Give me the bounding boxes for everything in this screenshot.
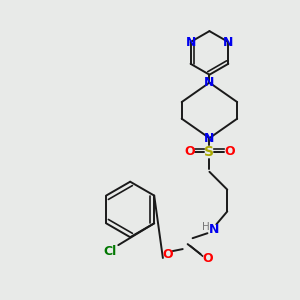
Text: N: N [185, 35, 196, 49]
Text: O: O [163, 248, 173, 260]
Text: H: H [202, 222, 209, 232]
Text: O: O [184, 146, 195, 158]
Text: O: O [202, 253, 213, 266]
Text: N: N [223, 35, 233, 49]
Text: N: N [209, 223, 220, 236]
Text: N: N [204, 76, 214, 89]
Text: S: S [204, 145, 214, 159]
Text: Cl: Cl [104, 244, 117, 258]
Text: N: N [204, 132, 214, 145]
Text: O: O [224, 146, 235, 158]
